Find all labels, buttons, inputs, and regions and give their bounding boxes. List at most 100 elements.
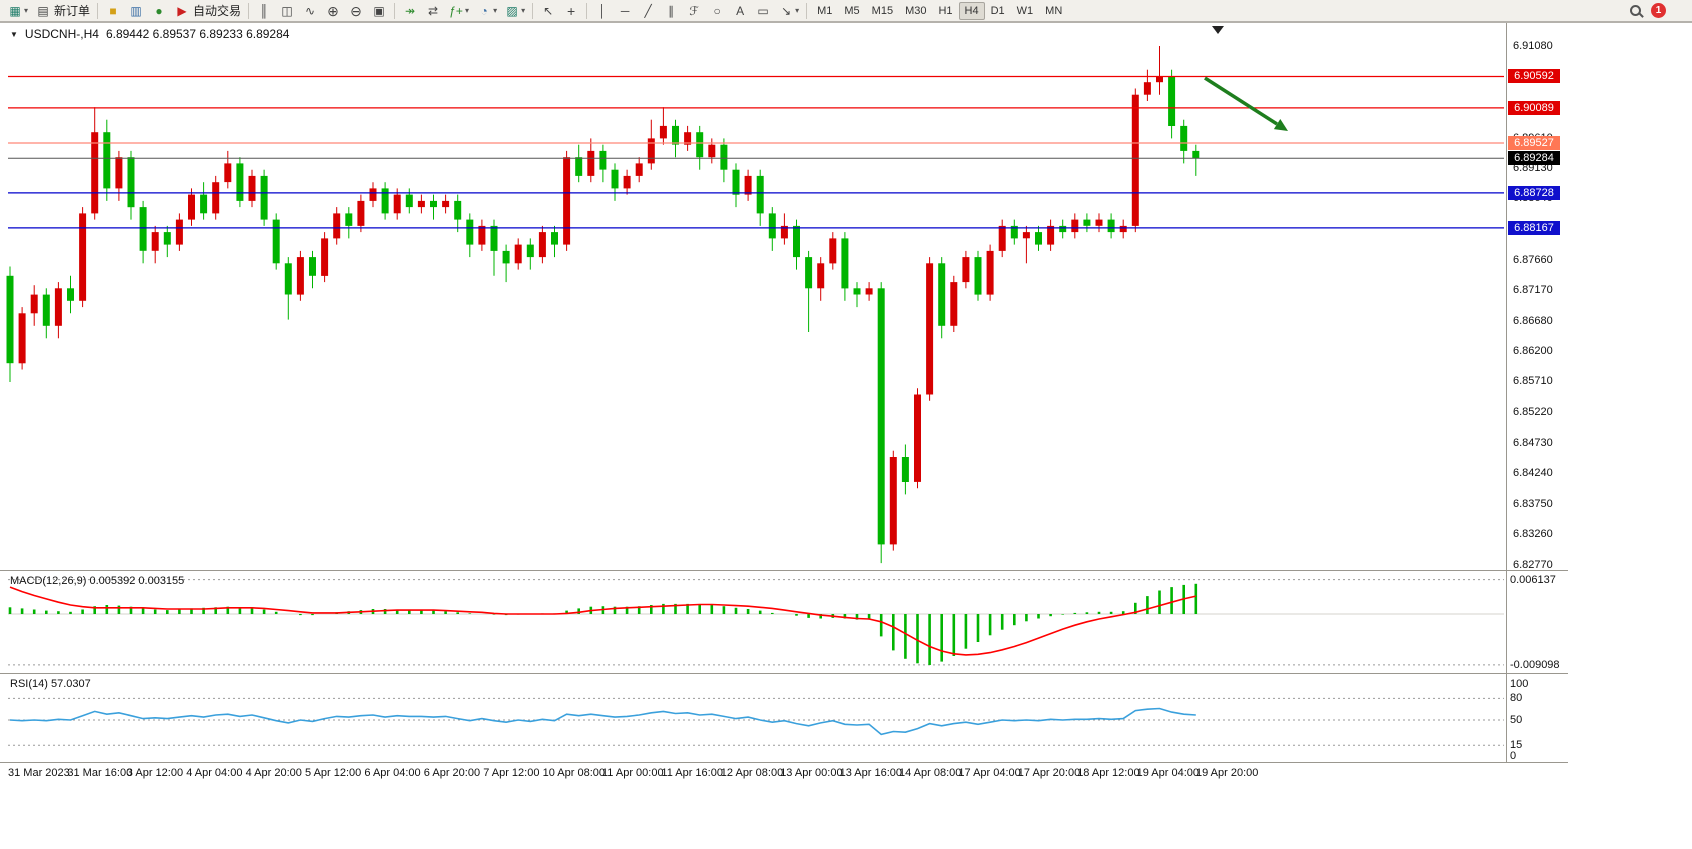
crosshair-button[interactable]: + <box>560 1 582 20</box>
time-axis-label: 6 Apr 20:00 <box>423 767 481 779</box>
zoom-out-button[interactable]: ⊖ <box>345 1 367 20</box>
timeframe-h4-button[interactable]: H4 <box>958 1 985 20</box>
time-axis-label: 4 Apr 20:00 <box>245 767 302 779</box>
tile-windows-button[interactable]: ▣ <box>368 1 390 20</box>
search-icon[interactable] <box>1630 5 1641 16</box>
timeframe-bar: M1 M5 M15 M30 H1 H4 D1 W1 MN <box>811 1 1068 20</box>
rsi-scale-label: 0 <box>1510 750 1517 762</box>
chart-shift-button[interactable]: ⇄ <box>422 1 444 20</box>
toolbar-separator <box>806 2 808 19</box>
horizontal-line-button[interactable]: ─ <box>614 1 636 20</box>
text-label-icon: ▭ <box>757 3 769 18</box>
time-axis-label: 10 Apr 08:00 <box>542 767 605 779</box>
price-axis-label: 6.86680 <box>1513 314 1553 327</box>
chart-title: ▼ USDCNH-,H4 6.89442 6.89537 6.89233 6.8… <box>10 27 289 41</box>
market-watch-button[interactable]: ▥ <box>125 1 147 20</box>
new-chart-button[interactable]: ▦ ▾ <box>4 1 31 20</box>
cursor-button[interactable]: ↖ <box>537 1 559 20</box>
chart-shift-marker-icon[interactable] <box>1212 26 1224 34</box>
shapes-button[interactable]: ○ <box>706 1 728 20</box>
time-axis-label: 12 Apr 08:00 <box>720 767 784 779</box>
notification-badge[interactable]: 1 <box>1651 3 1666 18</box>
candlestick-chart-button[interactable]: ◫ <box>276 1 298 20</box>
time-axis-label: 13 Apr 16:00 <box>839 767 902 779</box>
price-axis-label: 6.84240 <box>1513 467 1553 480</box>
indicators-button[interactable]: ƒ+ ▾ <box>445 1 472 20</box>
channel-button[interactable]: ∥ <box>660 1 682 20</box>
candlestick-series <box>6 46 1200 564</box>
toolbar-separator <box>97 2 99 19</box>
candlestick-chart-icon: ◫ <box>281 3 293 18</box>
profiles-icon: ■ <box>109 3 117 18</box>
channel-icon: ∥ <box>668 3 675 18</box>
timeframe-h1-button[interactable]: H1 <box>938 4 953 17</box>
time-axis-label: 18 Apr 12:00 <box>1077 767 1140 779</box>
timeframe-m5-button[interactable]: M5 <box>844 4 860 17</box>
templates-button[interactable]: ▨ ▾ <box>501 1 528 20</box>
price-axis-label: 6.86200 <box>1513 344 1553 357</box>
auto-scroll-button[interactable]: ↠ <box>399 1 421 20</box>
annotation-arrow[interactable] <box>1204 76 1288 131</box>
price-axis-label: 6.91080 <box>1513 40 1553 52</box>
periods-button[interactable]: ◔ ▾ <box>473 1 500 20</box>
toolbar-separator <box>532 2 534 19</box>
ohlc-readout: 6.89442 6.89537 6.89233 6.89284 <box>105 27 290 41</box>
time-axis-label: 17 Apr 04:00 <box>958 767 1021 779</box>
time-axis[interactable]: 31 Mar 2023 31 Mar 16:00 3 Apr 12:00 4 Apr … <box>0 765 1568 783</box>
auto-trading-button[interactable]: ▶ 自动交易 <box>171 1 244 20</box>
line-chart-button[interactable]: ∿ <box>299 1 321 20</box>
navigator-icon: ● <box>155 3 163 18</box>
timeframe-m1-button[interactable]: M1 <box>817 4 833 17</box>
symbol-period-label: USDCNH-,H4 <box>24 27 99 41</box>
navigator-button[interactable]: ● <box>148 1 170 20</box>
rsi-panel <box>8 697 1504 746</box>
zoom-out-icon: ⊖ <box>350 2 362 19</box>
text-label-button[interactable]: ▭ <box>752 1 774 20</box>
timeframe-m15-button[interactable]: M15 <box>871 4 894 17</box>
price-axis-label: 6.83750 <box>1513 497 1553 510</box>
zoom-in-button[interactable]: ⊕ <box>322 1 344 20</box>
timeframe-mn-button[interactable]: MN <box>1045 4 1063 17</box>
timeframe-d1-button[interactable]: D1 <box>990 4 1005 17</box>
fibonacci-button[interactable]: ℱ <box>683 1 705 20</box>
timeframe-m30-button[interactable]: M30 <box>905 4 927 17</box>
price-axis[interactable]: 6.910806.905906.901006.896106.891306.886… <box>1508 22 1692 763</box>
panel-borders <box>0 22 1692 763</box>
arrows-button[interactable]: ↘ ▾ <box>775 1 802 20</box>
zoom-in-icon: ⊕ <box>327 2 339 19</box>
toolbar-separator <box>248 2 250 19</box>
rsi-scale-label: 80 <box>1510 692 1523 705</box>
chevron-down-icon: ▾ <box>795 6 800 15</box>
timeframe-w1-button[interactable]: W1 <box>1016 4 1034 17</box>
cursor-icon: ↖ <box>543 3 554 18</box>
chevron-down-icon: ▾ <box>493 6 498 15</box>
new-order-button[interactable]: ▤ 新订单 <box>32 1 93 20</box>
chevron-down-icon: ▾ <box>24 6 29 15</box>
price-axis-label: 6.87170 <box>1513 284 1553 297</box>
price-tag-6.90592: 6.90592 <box>1508 69 1560 84</box>
price-axis-label: 6.87660 <box>1513 253 1553 266</box>
trendline-icon: ╱ <box>644 3 652 18</box>
macd-scale-min: -0.009098 <box>1510 658 1560 671</box>
fibonacci-icon: ℱ <box>689 3 699 18</box>
auto-trading-icon: ▶ <box>177 3 187 18</box>
toolbar: ▦ ▾ ▤ 新订单 ■ ▥ ● ▶ 自动交易 ║ ◫ ∿ ⊕ ⊖ ▣ ↠ ⇄ ƒ… <box>0 0 1692 22</box>
time-axis-label: 17 Apr 20:00 <box>1017 767 1081 779</box>
expand-triangle-icon[interactable]: ▼ <box>10 29 18 39</box>
time-axis-label: 31 Mar 16:00 <box>67 767 133 779</box>
text-button[interactable]: A <box>729 1 751 20</box>
price-tag-6.88728: 6.88728 <box>1508 185 1560 200</box>
price-axis-label: 6.85220 <box>1513 405 1553 418</box>
market-watch-icon: ▥ <box>130 3 142 18</box>
rsi-label: RSI(14) 57.0307 <box>10 678 91 690</box>
vertical-line-button[interactable]: │ <box>591 1 613 20</box>
price-axis-label: 6.82770 <box>1513 559 1553 571</box>
arrows-icon: ↘ <box>781 3 792 18</box>
time-axis-label: 13 Apr 00:00 <box>780 767 843 779</box>
profiles-button[interactable]: ■ <box>102 1 124 20</box>
price-axis-label: 6.83260 <box>1513 528 1553 541</box>
periods-clock-icon: ◔ <box>480 3 488 18</box>
trendline-button[interactable]: ╱ <box>637 1 659 20</box>
bar-chart-button[interactable]: ║ <box>253 1 275 20</box>
